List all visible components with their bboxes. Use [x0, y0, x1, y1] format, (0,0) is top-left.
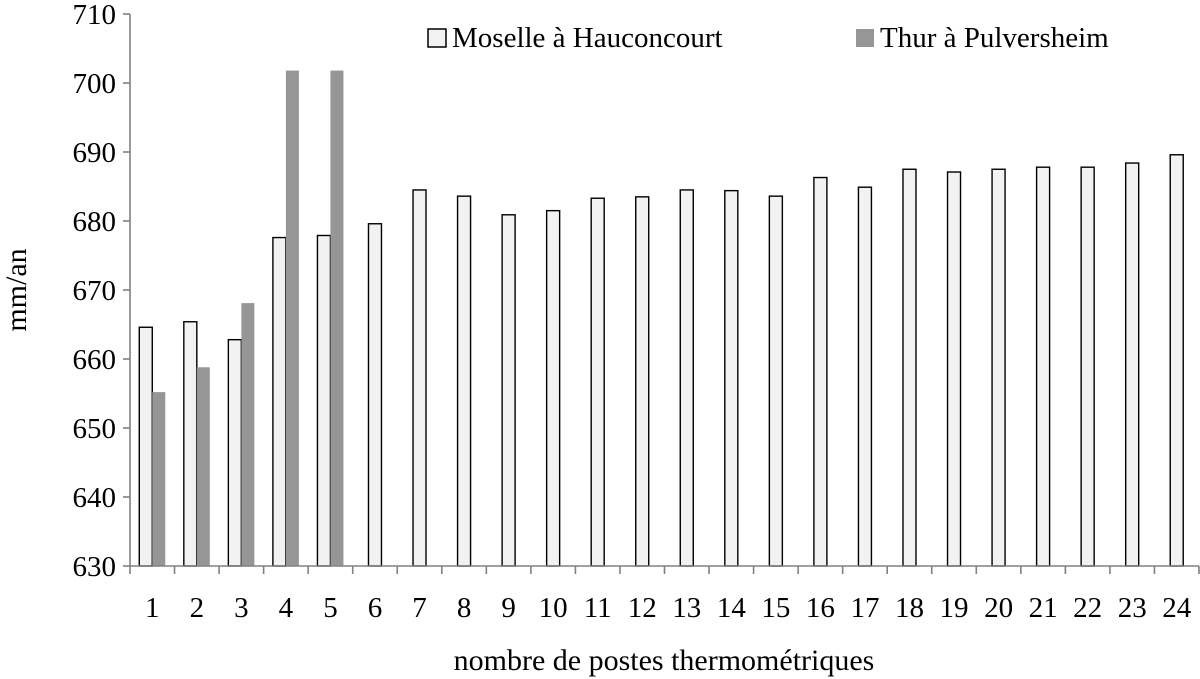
- bars-layer: [138, 70, 1184, 567]
- x-tick-label: 6: [368, 592, 383, 624]
- x-tick-label: 2: [190, 592, 205, 624]
- legend-swatch-moselle: [427, 28, 447, 48]
- legend-label-moselle: Moselle à Hauconcourt: [452, 22, 723, 54]
- y-ticks-layer: 630 640 650 660 670 680 690 700 710: [73, 0, 130, 583]
- legend-swatch-thur: [856, 29, 874, 47]
- x-tick-label: 3: [234, 592, 249, 624]
- x-tick-label: 12: [628, 592, 657, 624]
- x-tick-label: 14: [717, 592, 747, 624]
- bar-moselle: [679, 189, 694, 567]
- y-tick-label: 640: [73, 482, 117, 514]
- bar-moselle: [138, 326, 153, 567]
- x-tick-label: 23: [1118, 592, 1147, 624]
- bar-moselle: [1124, 162, 1140, 567]
- x-tick-label: 15: [761, 592, 790, 624]
- y-tick-label: 700: [73, 68, 117, 100]
- bar-moselle: [412, 189, 427, 567]
- bar-moselle: [768, 195, 784, 567]
- bar-moselle: [590, 197, 605, 567]
- bar-moselle: [456, 195, 472, 567]
- bar-thur: [152, 392, 166, 566]
- y-tick-label: 630: [73, 551, 117, 583]
- bar-thur: [241, 303, 255, 566]
- x-tick-label: 19: [940, 592, 969, 624]
- x-tick-label: 17: [850, 592, 879, 624]
- bar-moselle: [1169, 154, 1184, 567]
- bar-thur: [196, 367, 210, 566]
- bar-moselle: [1080, 166, 1095, 567]
- y-axis-title: mm/an: [0, 248, 33, 331]
- bar-moselle: [272, 236, 287, 567]
- bar-moselle: [183, 321, 198, 567]
- legend-label-thur: Thur à Pulversheim: [880, 22, 1109, 54]
- x-axis-title: nombre de postes thermométriques: [454, 644, 875, 677]
- x-tick-label: 22: [1073, 592, 1102, 624]
- y-tick-label: 680: [73, 206, 117, 238]
- y-tick-label: 660: [73, 344, 117, 376]
- x-tick-label: 21: [1029, 592, 1058, 624]
- bar-moselle: [857, 186, 873, 567]
- bar-moselle: [227, 338, 243, 567]
- bar-moselle: [902, 168, 917, 567]
- x-tick-label: 13: [672, 592, 701, 624]
- x-tick-label: 20: [984, 592, 1013, 624]
- bar-moselle: [1035, 166, 1051, 567]
- bar-moselle: [367, 223, 383, 567]
- x-tick-label: 16: [806, 592, 835, 624]
- x-tick-label: 7: [412, 592, 427, 624]
- x-tick-label: 11: [584, 592, 612, 624]
- legend: Moselle à Hauconcourt Thur à Pulversheim: [427, 22, 1109, 54]
- bar-moselle: [316, 234, 332, 567]
- y-tick-label: 650: [73, 413, 117, 445]
- x-tick-label: 24: [1162, 592, 1192, 624]
- y-tick-label: 690: [73, 137, 117, 169]
- legend-item-thur: Thur à Pulversheim: [856, 22, 1109, 54]
- bar-thur: [285, 70, 299, 566]
- x-tick-label: 8: [457, 592, 472, 624]
- bar-thur: [330, 70, 344, 566]
- bar-moselle: [813, 176, 828, 567]
- x-tick-label: 10: [539, 592, 568, 624]
- y-tick-label: 670: [73, 275, 117, 307]
- x-tick-label: 5: [323, 592, 338, 624]
- bar-moselle: [991, 168, 1006, 567]
- bar-moselle: [724, 189, 739, 567]
- x-tick-label: 9: [501, 592, 516, 624]
- x-ticks-layer: 1 2 3 4 5 6 7 8 9 10 11 12 13 14 15 16 17 18 19 20 21 22 23 24: [129, 566, 1200, 624]
- bar-moselle: [946, 171, 962, 567]
- bar-moselle: [501, 214, 516, 567]
- x-tick-label: 1: [145, 592, 160, 624]
- bar-moselle: [635, 196, 650, 567]
- x-tick-label: 18: [895, 592, 924, 624]
- y-tick-label: 710: [73, 0, 117, 31]
- legend-item-moselle: Moselle à Hauconcourt: [427, 22, 723, 54]
- x-tick-label: 4: [279, 592, 294, 624]
- bar-moselle: [545, 209, 561, 567]
